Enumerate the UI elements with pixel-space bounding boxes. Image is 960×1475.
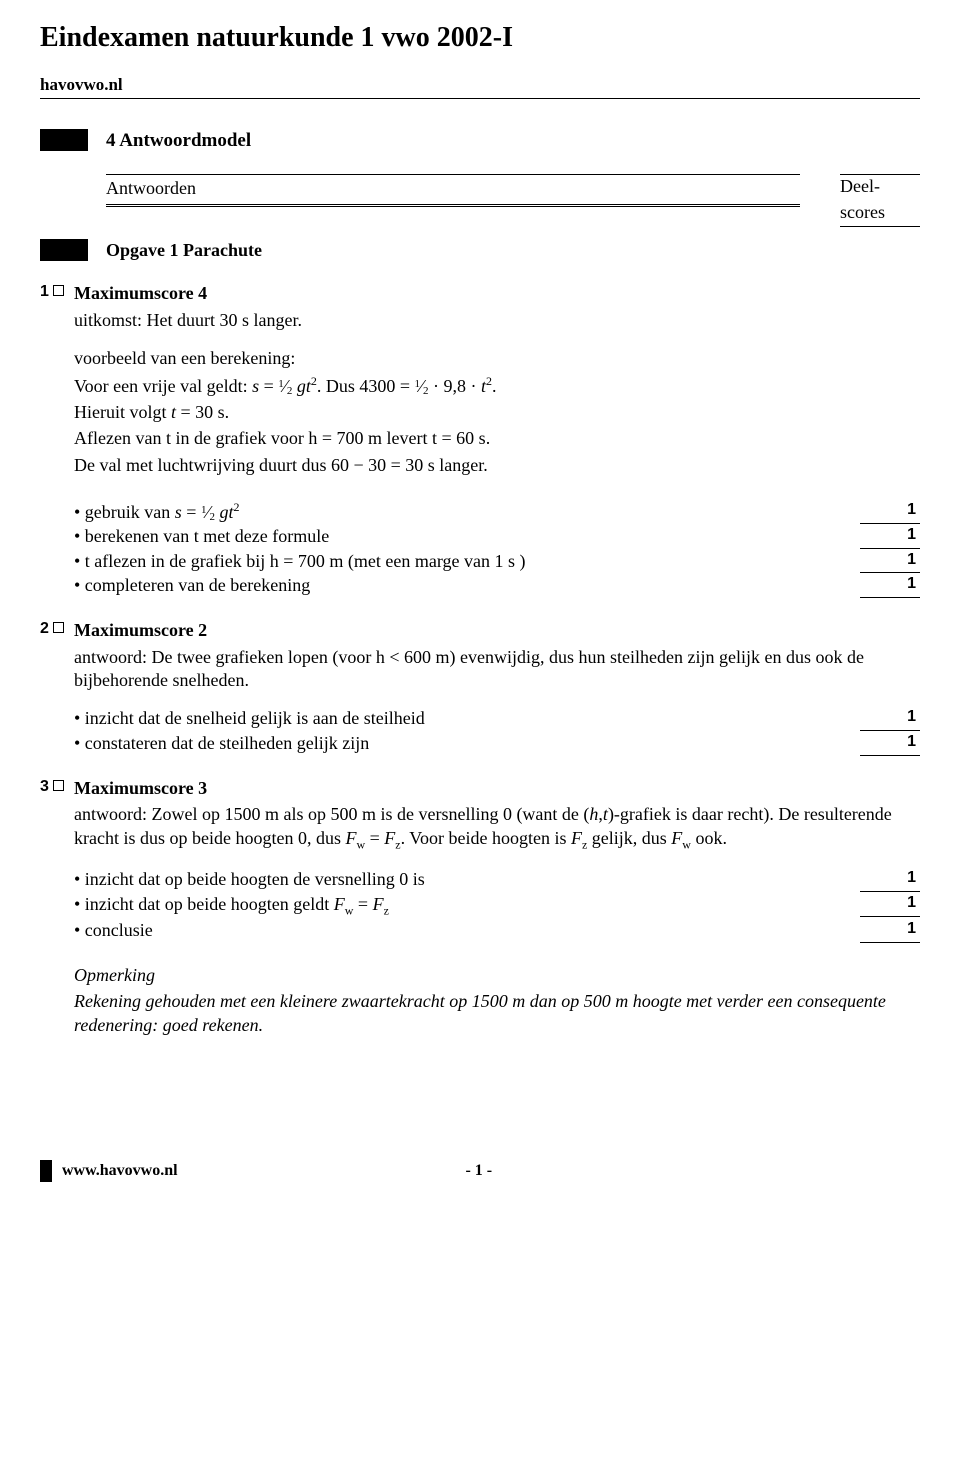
bullet-row: • t aflezen in de grafiek bij h = 700 m … <box>74 550 920 575</box>
q1-c-pre: Hieruit volgt <box>74 402 171 422</box>
answers-header-row: Antwoorden Deel- scores <box>40 174 920 227</box>
opgave-title: Opgave 1 Parachute <box>106 240 262 260</box>
q2-answer: antwoord: De twee grafieken lopen (voor … <box>74 646 920 693</box>
bullet-row: • gebruik van s = 1⁄2 gt2 1 <box>74 500 920 525</box>
remark-body: Rekening gehouden met een kleinere zwaar… <box>74 990 920 1037</box>
checkbox-icon <box>53 780 64 791</box>
checkbox-icon <box>53 622 64 633</box>
q3-bullet-1: • inzicht dat op beide hoogten de versne… <box>74 868 860 893</box>
opgave-row: Opgave 1 Parachute <box>40 239 920 262</box>
footer-bar-icon <box>40 1160 52 1182</box>
bullet-row: • inzicht dat de snelheid gelijk is aan … <box>74 707 920 732</box>
score-cell: 1 <box>860 550 920 574</box>
q1-bullet-4: • completeren van de berekening <box>74 574 860 599</box>
q1-bullet-2: • berekenen van t met deze formule <box>74 525 860 550</box>
answers-column-header: Antwoorden <box>106 175 800 202</box>
q1-line-a: voorbeeld van een berekening: <box>74 347 920 370</box>
maximum-score: Maximumscore 3 <box>74 777 920 800</box>
bullet-row: • inzicht dat op beide hoogten geldt Fw … <box>74 893 920 919</box>
q1-line-b: Voor een vrije val geldt: s = 1⁄2 gt2. D… <box>74 374 920 398</box>
bullet-row: • inzicht dat op beide hoogten de versne… <box>74 868 920 893</box>
score-cell: 1 <box>860 868 920 892</box>
section-heading: 4 Antwoordmodel <box>106 130 251 151</box>
opgave-bar-icon <box>40 239 88 261</box>
q3-ans-post: Voor beide hoogten is <box>405 828 571 848</box>
question-block: 1 Maximumscore 4 uitkomst: Het duurt 30 … <box>40 282 920 599</box>
bullet-row: • completeren van de berekening 1 <box>74 574 920 599</box>
q3-b2-pre: • inzicht dat op beide hoogten geldt <box>74 894 334 914</box>
bullet-row: • conclusie 1 <box>74 919 920 944</box>
footer-row: www.havovwo.nl - 1 - <box>40 1160 920 1182</box>
q1-uitkomst: uitkomst: Het duurt 30 s langer. <box>74 309 920 332</box>
rule-below-answers-1 <box>106 204 800 205</box>
score-cell: 1 <box>860 500 920 524</box>
q1-bullet-3: • t aflezen in de grafiek bij h = 700 m … <box>74 550 860 575</box>
q1-line-d: Aflezen van t in de grafiek voor h = 700… <box>74 427 920 450</box>
q-num-2: 2 <box>40 619 49 640</box>
maximum-score: Maximumscore 4 <box>74 282 920 305</box>
q3-ans-pre: antwoord: Zowel op 1500 m als op 500 m i… <box>74 804 589 824</box>
q2-bullet-1: • inzicht dat de snelheid gelijk is aan … <box>74 707 860 732</box>
remark-title: Opmerking <box>74 964 920 987</box>
score-cell: 1 <box>860 707 920 731</box>
q3-bullet-2: • inzicht dat op beide hoogten geldt Fw … <box>74 893 860 919</box>
q1-line-e: De val met luchtwrijving duurt dus 60 − … <box>74 454 920 477</box>
q1-line-c: Hieruit volgt t = 30 s. <box>74 401 920 424</box>
question-block: 2 Maximumscore 2 antwoord: De twee grafi… <box>40 619 920 757</box>
q3-answer: antwoord: Zowel op 1500 m als op 500 m i… <box>74 803 920 853</box>
scores-column-header-l1: Deel- <box>840 175 920 200</box>
page-number: - 1 - <box>178 1161 780 1182</box>
rule-below-scores <box>840 226 920 227</box>
question-number: 1 <box>40 282 74 303</box>
q3-ans-end2: ook. <box>691 828 727 848</box>
site-name: havovwo.nl <box>40 74 920 98</box>
question-block: 3 Maximumscore 3 antwoord: Zowel op 1500… <box>40 777 920 1040</box>
q3-ans-end: gelijk, dus <box>587 828 671 848</box>
q2-bullet-2: • constateren dat de steilheden gelijk z… <box>74 732 860 757</box>
score-cell: 1 <box>860 525 920 549</box>
score-cell: 1 <box>860 574 920 598</box>
q-num-3: 3 <box>40 777 49 798</box>
score-cell: 1 <box>860 732 920 756</box>
bullet-row: • constateren dat de steilheden gelijk z… <box>74 732 920 757</box>
question-number: 2 <box>40 619 74 640</box>
q3-bullet-3: • conclusie <box>74 919 860 944</box>
section-heading-row: 4 Antwoordmodel <box>40 129 920 154</box>
score-cell: 1 <box>860 893 920 917</box>
question-number: 3 <box>40 777 74 798</box>
rule-below-answers-2 <box>106 206 800 207</box>
q1-b1-pre: • gebruik van <box>74 502 175 522</box>
q1-b-pre: Voor een vrije val geldt: <box>74 376 252 396</box>
bullet-row: • berekenen van t met deze formule 1 <box>74 525 920 550</box>
score-cell: 1 <box>860 919 920 943</box>
checkbox-icon <box>53 285 64 296</box>
maximum-score: Maximumscore 2 <box>74 619 920 642</box>
document-title: Eindexamen natuurkunde 1 vwo 2002-I <box>40 20 920 56</box>
q1-bullet-1: • gebruik van s = 1⁄2 gt2 <box>74 500 860 525</box>
scores-column-header-l2: scores <box>840 201 920 226</box>
footer-site: www.havovwo.nl <box>62 1161 178 1182</box>
section-bar-icon <box>40 129 88 151</box>
q-num-1: 1 <box>40 282 49 303</box>
